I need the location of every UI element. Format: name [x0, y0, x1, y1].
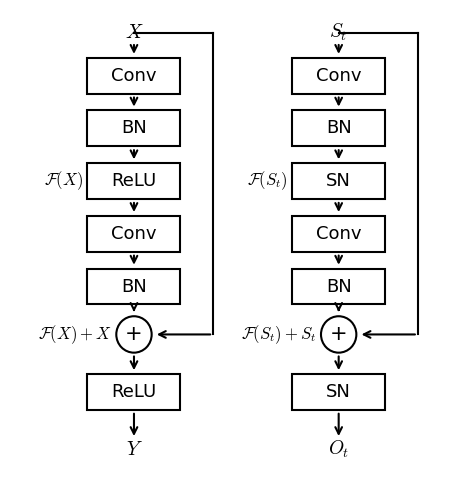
Text: BN: BN: [326, 120, 351, 137]
Text: $O_t$: $O_t$: [328, 439, 349, 460]
Text: SN: SN: [326, 172, 351, 190]
Text: SN: SN: [326, 383, 351, 401]
Text: ReLU: ReLU: [111, 172, 157, 190]
Text: BN: BN: [121, 120, 147, 137]
Text: Conv: Conv: [316, 225, 361, 243]
Text: $\mathcal{F}(S_t) + S_t$: $\mathcal{F}(S_t) + S_t$: [241, 323, 316, 346]
Text: ReLU: ReLU: [111, 383, 157, 401]
Text: BN: BN: [121, 278, 147, 295]
Text: $Y$: $Y$: [125, 440, 142, 459]
FancyBboxPatch shape: [88, 110, 181, 147]
FancyBboxPatch shape: [292, 268, 385, 305]
FancyBboxPatch shape: [88, 268, 181, 305]
Text: +: +: [330, 324, 347, 345]
FancyBboxPatch shape: [292, 58, 385, 94]
Circle shape: [321, 316, 356, 353]
Text: $\mathcal{F}(X) + X$: $\mathcal{F}(X) + X$: [38, 323, 112, 346]
Text: $\mathcal{F}(X)$: $\mathcal{F}(X)$: [44, 170, 83, 192]
FancyBboxPatch shape: [88, 163, 181, 199]
Text: $\mathcal{F}(S_t)$: $\mathcal{F}(S_t)$: [247, 170, 287, 192]
Text: $X$: $X$: [124, 23, 143, 42]
Text: Conv: Conv: [111, 67, 157, 85]
FancyBboxPatch shape: [88, 216, 181, 252]
FancyBboxPatch shape: [292, 163, 385, 199]
FancyBboxPatch shape: [88, 58, 181, 94]
Text: BN: BN: [326, 278, 351, 295]
FancyBboxPatch shape: [88, 374, 181, 410]
FancyBboxPatch shape: [292, 110, 385, 147]
Text: Conv: Conv: [111, 225, 157, 243]
FancyBboxPatch shape: [292, 216, 385, 252]
Text: +: +: [125, 324, 143, 345]
FancyBboxPatch shape: [292, 374, 385, 410]
Text: $S_t$: $S_t$: [329, 22, 348, 43]
Circle shape: [117, 316, 152, 353]
Text: Conv: Conv: [316, 67, 361, 85]
